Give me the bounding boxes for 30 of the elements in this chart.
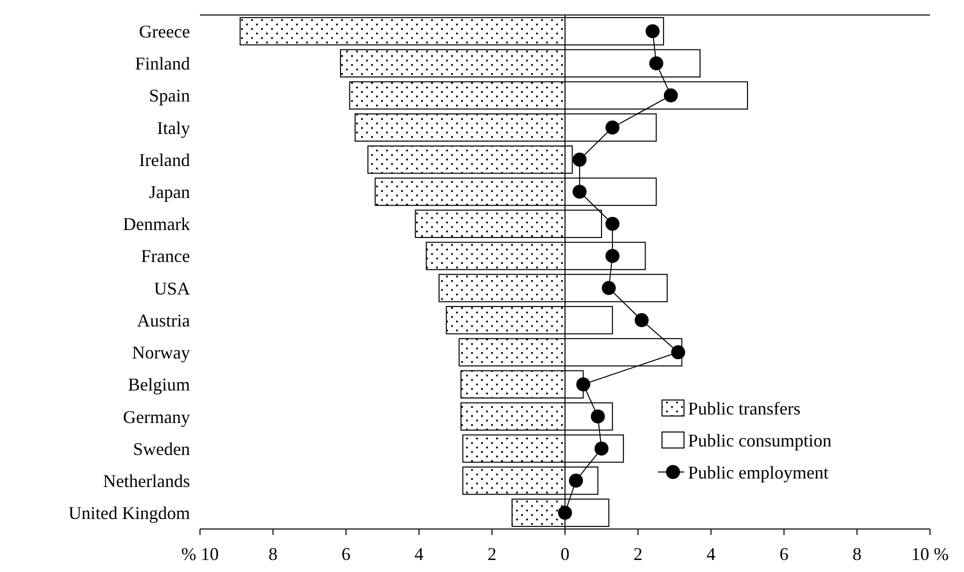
x-tick-label: 10 % <box>911 544 949 564</box>
y-tick-label: Netherlands <box>103 470 190 491</box>
x-tick-label: 8 <box>268 544 278 564</box>
y-tick-label: Germany <box>123 406 190 427</box>
y-tick-label: Belgium <box>128 374 190 395</box>
x-tick-label: 6 <box>780 544 788 564</box>
x-tick-label: 2 <box>488 544 496 564</box>
x-tick-label: 0 <box>560 544 570 564</box>
y-tick-label: Norway <box>132 342 190 363</box>
y-tick-label: Japan <box>149 182 190 202</box>
x-tick-label: 8 <box>852 544 862 564</box>
y-tick-label: Ireland <box>139 150 190 170</box>
x-tick-label: 4 <box>414 544 424 564</box>
y-tick-label: Denmark <box>123 214 190 234</box>
y-tick-label: France <box>141 246 190 266</box>
x-tick-label: % 10 <box>181 544 219 564</box>
y-tick-label: Greece <box>139 22 190 42</box>
y-tick-label: Spain <box>148 86 190 106</box>
y-tick-label: Austria <box>137 310 190 330</box>
y-tick-label: Sweden <box>133 438 190 459</box>
x-tick-label: 2 <box>634 544 642 564</box>
legend-label: Public transfers <box>688 398 800 418</box>
y-tick-label: Finland <box>134 54 190 74</box>
legend-label: Public employment <box>688 462 828 482</box>
x-tick-label: 6 <box>342 544 350 564</box>
y-tick-label: Italy <box>157 118 190 138</box>
x-tick-label: 4 <box>706 544 716 564</box>
y-tick-label: United Kingdom <box>68 503 190 524</box>
legend-label: Public consumption <box>688 430 832 450</box>
y-tick-label: USA <box>154 278 190 298</box>
